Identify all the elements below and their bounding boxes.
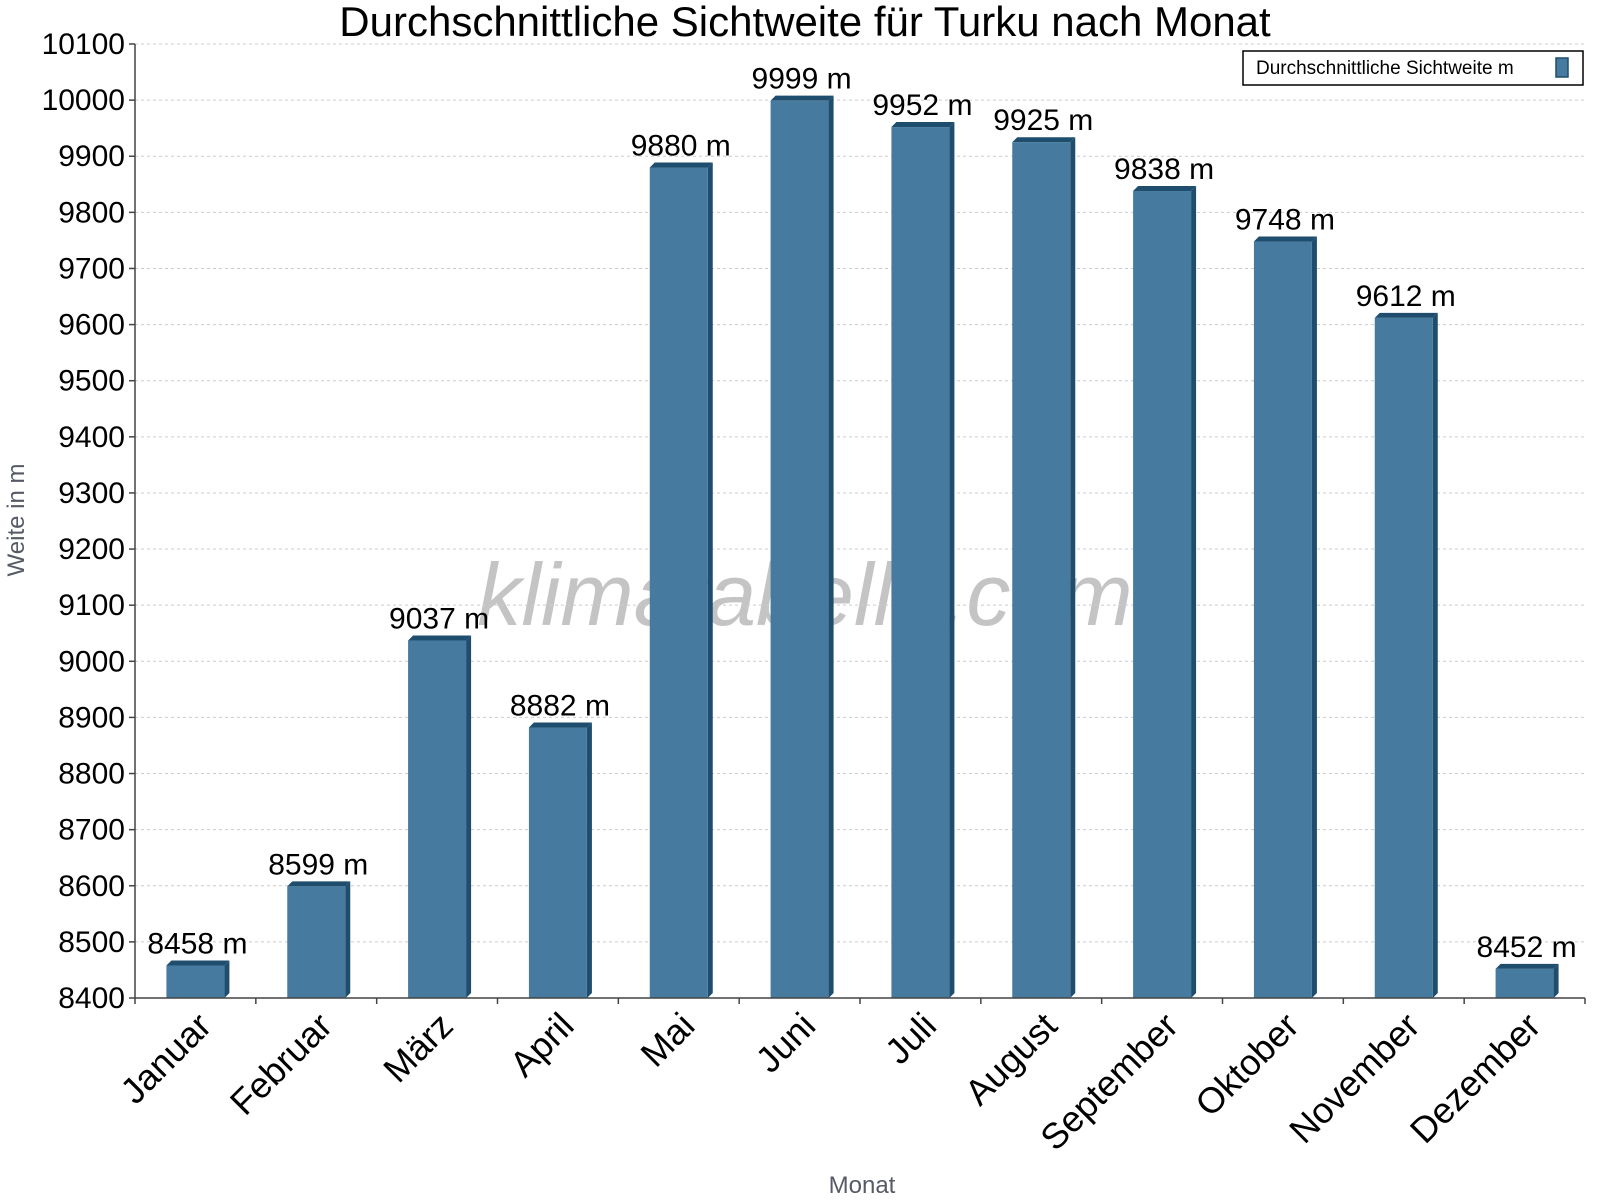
bar-top bbox=[649, 162, 713, 168]
y-tick-label: 8800 bbox=[58, 758, 125, 791]
bar-side bbox=[1070, 137, 1076, 999]
bar-side bbox=[1553, 963, 1559, 998]
bar bbox=[408, 640, 467, 998]
bar-side bbox=[466, 635, 472, 998]
bar-side bbox=[707, 162, 713, 999]
y-tick-label: 9500 bbox=[58, 365, 125, 398]
y-tick-label: 9600 bbox=[58, 309, 125, 342]
bar-top bbox=[287, 881, 351, 887]
x-tick-label: Oktober bbox=[1187, 1005, 1307, 1125]
chart-title: Durchschnittliche Sichtweite für Turku n… bbox=[339, 0, 1271, 45]
bar-side bbox=[1191, 186, 1197, 999]
x-tick-label: März bbox=[375, 1005, 461, 1091]
y-tick-label: 8600 bbox=[58, 870, 125, 903]
value-label: 9880 m bbox=[631, 129, 731, 162]
value-label: 9748 m bbox=[1235, 204, 1335, 237]
gridlines bbox=[135, 43, 1585, 943]
axes bbox=[129, 43, 1586, 1004]
x-tick-label: November bbox=[1281, 1005, 1427, 1151]
y-axis-title: Weite in m bbox=[3, 464, 30, 577]
bar bbox=[1012, 142, 1071, 999]
bar-side bbox=[1311, 236, 1317, 998]
x-tick-label: Juli bbox=[877, 1005, 944, 1072]
y-tick-label: 9000 bbox=[58, 645, 125, 678]
bar-top bbox=[1374, 312, 1438, 318]
bar-top bbox=[528, 722, 592, 728]
bar-top bbox=[1012, 137, 1076, 143]
legend: Durchschnittliche Sichtweite m bbox=[1242, 50, 1584, 86]
bars bbox=[166, 95, 1559, 999]
bar-top bbox=[1495, 963, 1559, 969]
x-axis-title: Monat bbox=[829, 1172, 896, 1199]
bar bbox=[649, 167, 708, 999]
bar bbox=[770, 100, 829, 998]
x-tick-label: Januar bbox=[112, 1005, 219, 1112]
value-label: 8599 m bbox=[268, 848, 368, 881]
legend-label: Durchschnittliche Sichtweite m bbox=[1256, 58, 1514, 79]
y-tick-label: 9200 bbox=[58, 533, 125, 566]
y-tick-labels: 8400 8500 8600 8700 8800 8900 9000 9100 9200 9300… bbox=[42, 28, 125, 1015]
x-tick-label: August bbox=[957, 1005, 1065, 1113]
x-tick-label: April bbox=[502, 1005, 582, 1085]
x-tick-label: Mai bbox=[632, 1005, 702, 1075]
y-tick-label: 8500 bbox=[58, 926, 125, 959]
value-label: 9952 m bbox=[872, 89, 972, 122]
y-tick-label: 9400 bbox=[58, 421, 125, 454]
x-tick-label: Februar bbox=[222, 1005, 340, 1123]
value-label: 9037 m bbox=[389, 603, 489, 636]
value-label: 8882 m bbox=[510, 690, 610, 723]
bar-side bbox=[224, 960, 230, 998]
bar-side bbox=[949, 122, 955, 998]
value-labels: 8458 m 8599 m 9037 m 8882 m 9880 m 9999 m 9952… bbox=[147, 63, 1576, 964]
y-tick-label: 9700 bbox=[58, 252, 125, 285]
y-tick-label: 9300 bbox=[58, 477, 125, 510]
bar-top bbox=[1253, 236, 1317, 242]
y-tick-label: 10100 bbox=[42, 28, 125, 61]
value-label: 9838 m bbox=[1114, 153, 1214, 186]
y-tick-label: 8900 bbox=[58, 701, 125, 734]
x-tick-label: Dezember bbox=[1402, 1005, 1548, 1151]
bar-side bbox=[828, 95, 834, 998]
bar bbox=[287, 886, 346, 998]
legend-box bbox=[1242, 50, 1584, 86]
value-label: 9999 m bbox=[752, 63, 852, 96]
y-tick-label: 10000 bbox=[42, 84, 125, 117]
bar-top bbox=[166, 960, 230, 966]
bar bbox=[891, 127, 950, 998]
bar bbox=[1253, 241, 1312, 998]
value-label: 9612 m bbox=[1356, 280, 1456, 313]
x-tick-label: Juni bbox=[748, 1005, 824, 1081]
y-tick-label: 9800 bbox=[58, 196, 125, 229]
bar-top bbox=[891, 122, 955, 128]
bar bbox=[1374, 317, 1433, 998]
value-label: 8452 m bbox=[1477, 931, 1577, 964]
bar-side bbox=[345, 881, 351, 998]
bar bbox=[1133, 191, 1192, 999]
legend-swatch bbox=[1555, 57, 1569, 78]
bar-top bbox=[408, 635, 472, 641]
y-tick-label: 8700 bbox=[58, 814, 125, 847]
bar-side bbox=[1432, 312, 1438, 998]
x-tick-labels: Januar Februar März April Mai Juni Juli AugustS… bbox=[112, 1005, 1548, 1159]
value-label: 9925 m bbox=[993, 104, 1093, 137]
bar-side bbox=[586, 722, 592, 998]
bar bbox=[528, 727, 587, 998]
y-tick-label: 9100 bbox=[58, 589, 125, 622]
bar-top bbox=[770, 95, 834, 101]
y-tick-label: 9900 bbox=[58, 140, 125, 173]
value-label: 8458 m bbox=[147, 927, 247, 960]
y-tick-label: 8400 bbox=[58, 982, 125, 1015]
bar bbox=[166, 965, 225, 998]
bar bbox=[1495, 968, 1554, 998]
bar-top bbox=[1133, 186, 1197, 192]
